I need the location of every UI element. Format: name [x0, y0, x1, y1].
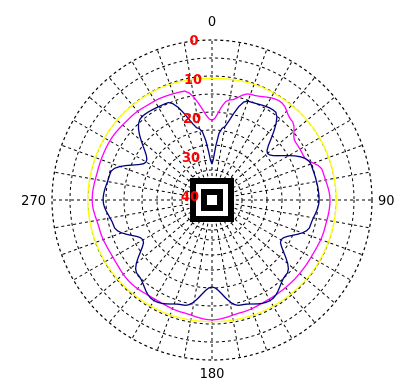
- label-layer: 0 90 180 270 0 10 20 30 40: [21, 15, 394, 381]
- grid-spoke: [232, 211, 351, 281]
- grid-spoke: [234, 144, 363, 193]
- grid-spoke: [235, 203, 370, 229]
- grid-spoke: [223, 220, 293, 339]
- grid-spoke: [215, 223, 241, 358]
- grid-spoke: [219, 49, 268, 178]
- grid-spoke: [108, 218, 197, 323]
- grid-spoke: [89, 215, 194, 304]
- grid-spoke: [232, 119, 351, 189]
- radial-tick-label: 0: [189, 34, 198, 49]
- grid-spoke: [183, 42, 209, 177]
- radial-tick-label: 30: [182, 151, 200, 166]
- grid-spoke: [61, 207, 190, 256]
- grid-spoke: [156, 49, 205, 178]
- angle-tick-label: 90: [378, 194, 395, 209]
- grid-spoke: [73, 119, 192, 189]
- series-line-3: [102, 100, 320, 307]
- angle-tick-label: 0: [208, 15, 216, 30]
- radial-tick-label: 40: [181, 190, 199, 205]
- grid-spoke: [131, 220, 201, 339]
- grid-spoke: [54, 171, 189, 197]
- grid-spoke: [131, 61, 201, 180]
- center-target: [190, 178, 234, 222]
- grid-ring: [123, 111, 301, 289]
- grid-ring: [141, 129, 283, 271]
- grid-spoke: [54, 203, 189, 229]
- grid-spoke: [227, 77, 316, 182]
- angle-tick-label: 270: [21, 194, 46, 209]
- grid-spoke: [61, 144, 190, 193]
- grid-ring: [51, 39, 373, 361]
- grid-spoke: [215, 42, 241, 177]
- grid-spoke: [234, 207, 363, 256]
- grid-spoke: [235, 171, 370, 197]
- grid-spoke: [230, 215, 335, 304]
- grid-spoke: [156, 222, 205, 351]
- grid-ring: [171, 159, 253, 241]
- grid-spoke: [230, 96, 335, 185]
- radial-tick-label: 10: [184, 73, 202, 88]
- center-square-4: [207, 195, 217, 205]
- angle-tick-label: 180: [200, 367, 225, 381]
- grid-spoke: [219, 222, 268, 351]
- series-layer: [87, 77, 337, 323]
- grid-ring: [105, 93, 319, 307]
- grid-spoke: [183, 223, 209, 358]
- grid-spoke: [227, 218, 316, 323]
- radial-tick-label: 20: [183, 112, 201, 127]
- series-line-1: [87, 77, 337, 323]
- grid-spoke: [223, 61, 293, 180]
- series-line-2: [91, 90, 331, 321]
- grid-spoke: [108, 77, 197, 182]
- grid-ring: [69, 57, 355, 343]
- polar-grid: [51, 39, 373, 361]
- grid-spoke: [73, 211, 192, 281]
